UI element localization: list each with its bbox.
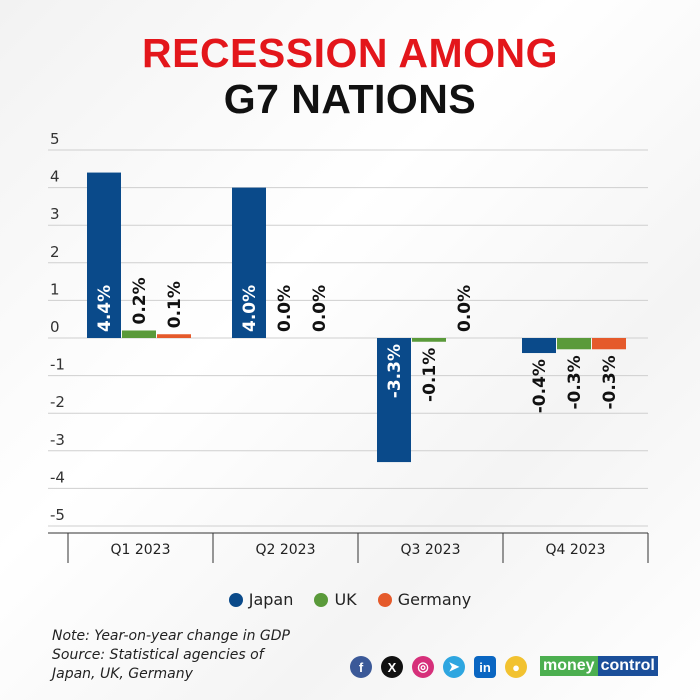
chart-title: RECESSION AMONG G7 NATIONS: [0, 30, 700, 122]
data-label: 4.0%: [240, 285, 260, 332]
category-label: Q3 2023: [400, 542, 460, 558]
social-links: f X ◎ ➤ in ●: [350, 656, 527, 678]
facebook-icon[interactable]: f: [350, 656, 372, 678]
legend: Japan UK Germany: [0, 590, 700, 609]
legend-germany: Germany: [377, 590, 472, 609]
legend-label: Japan: [248, 590, 294, 609]
y-tick-label: -1: [50, 356, 65, 374]
note-text: Note: Year-on-year change in GDP: [52, 628, 290, 644]
y-tick-label: 3: [50, 205, 60, 223]
y-tick-label: 4: [50, 168, 60, 186]
data-label: -3.3%: [385, 344, 405, 398]
logo-part-2: control: [597, 656, 658, 676]
title-line-1: RECESSION AMONG: [141, 30, 559, 76]
data-label: 4.4%: [95, 285, 115, 332]
y-tick-label: 1: [50, 280, 60, 298]
data-label: 0.0%: [310, 285, 330, 332]
data-label: -0.3%: [600, 355, 620, 409]
koo-icon[interactable]: ●: [505, 656, 527, 678]
category-label: Q1 2023: [110, 542, 170, 558]
telegram-icon[interactable]: ➤: [443, 656, 465, 678]
linkedin-icon[interactable]: in: [474, 656, 496, 678]
data-label: -0.4%: [530, 359, 550, 413]
logo-part-1: money: [540, 656, 598, 676]
category-label: Q4 2023: [545, 542, 605, 558]
legend-japan: Japan: [228, 590, 294, 609]
instagram-icon[interactable]: ◎: [412, 656, 434, 678]
data-label: 0.0%: [455, 285, 475, 332]
bar-uk: [412, 338, 446, 342]
legend-swatch: [314, 593, 329, 607]
legend-swatch: [228, 593, 243, 607]
y-tick-label: -4: [50, 468, 65, 486]
y-tick-label: -5: [50, 506, 65, 524]
bar-japan: [87, 172, 121, 338]
bar-uk: [122, 330, 156, 338]
category-label: Q2 2023: [255, 542, 315, 558]
source-text: Source: Statistical agencies of: [52, 647, 264, 663]
legend-label: Germany: [397, 590, 472, 609]
footnote: Note: Year-on-year change in GDP Source:…: [52, 627, 290, 684]
y-tick-label: 5: [50, 130, 60, 148]
legend-label: UK: [334, 590, 357, 609]
legend-uk: UK: [314, 590, 357, 609]
data-label: -0.3%: [565, 355, 585, 409]
bar-japan: [232, 187, 266, 338]
y-tick-label: -2: [50, 393, 65, 411]
bar-germany: [157, 334, 191, 338]
bar-germany: [592, 338, 626, 350]
source-text-2: Japan, UK, Germany: [52, 666, 193, 682]
legend-swatch: [377, 593, 392, 607]
moneycontrol-logo: money control: [540, 656, 658, 676]
y-tick-label: 2: [50, 243, 60, 261]
y-tick-label: 0: [50, 318, 60, 336]
bar-japan: [522, 338, 556, 354]
x-icon[interactable]: X: [381, 656, 403, 678]
data-label: -0.1%: [420, 348, 440, 402]
data-label: 0.2%: [130, 277, 150, 324]
data-label: 0.0%: [275, 285, 295, 332]
bar-japan: [377, 338, 411, 463]
y-tick-label: -3: [50, 431, 65, 449]
bar-uk: [557, 338, 591, 350]
data-label: 0.1%: [165, 281, 185, 328]
title-line-2: G7 NATIONS: [223, 76, 477, 122]
